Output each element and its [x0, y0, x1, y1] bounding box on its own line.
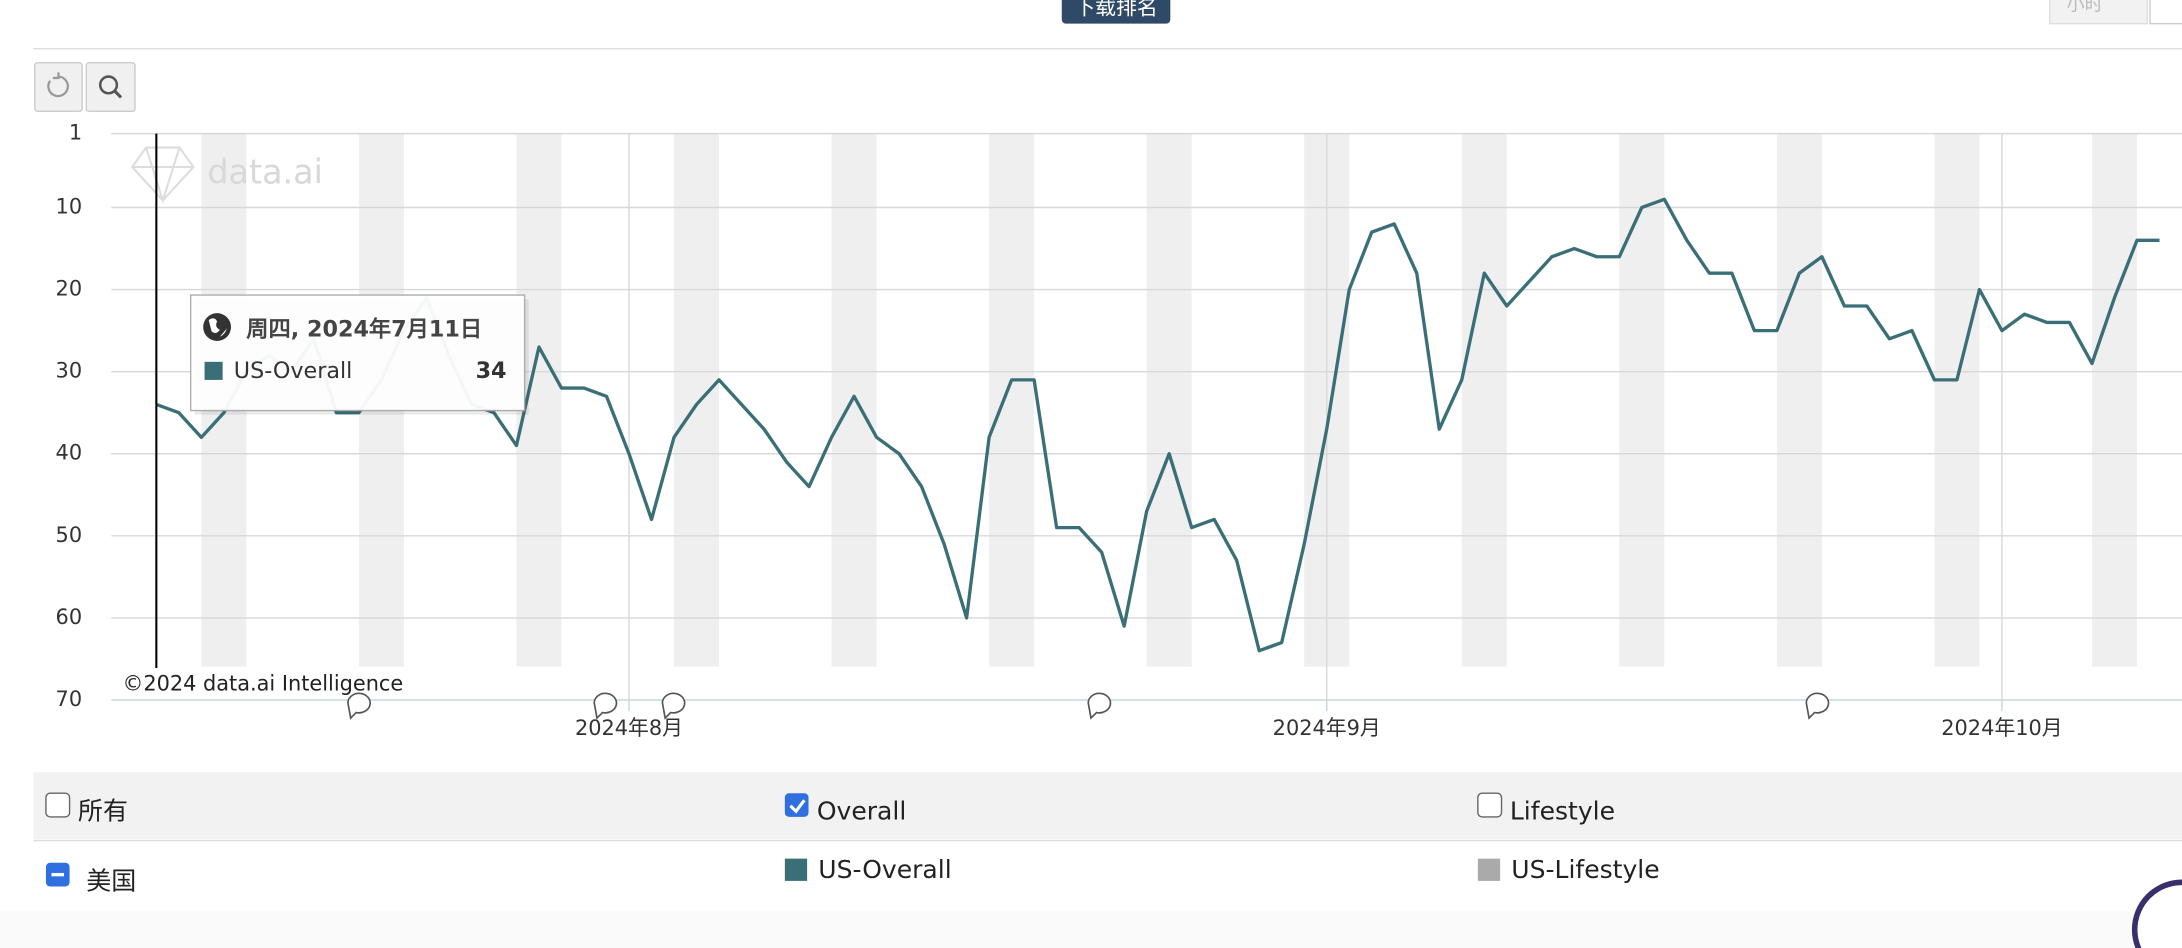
- event-marker[interactable]: [593, 692, 618, 720]
- tooltip: [189, 294, 526, 412]
- x-tick-label: 2024年10月: [1941, 716, 2062, 740]
- hour-button-label[interactable]: 小时: [2067, 0, 2103, 16]
- event-marker[interactable]: [661, 692, 686, 720]
- weekend-band: [1461, 133, 1507, 667]
- weekend-band: [1776, 133, 1822, 667]
- weekend-band: [674, 133, 720, 667]
- copyright: ©2024 data.ai Intelligence: [122, 672, 403, 696]
- weekend-band: [2091, 133, 2137, 667]
- weekend-band: [1619, 133, 1665, 667]
- panel-row: [33, 772, 2182, 840]
- series-line: [155, 197, 2160, 653]
- footer-fade: [0, 911, 2182, 948]
- checkmark: [789, 799, 806, 814]
- tooltip-value: 34: [476, 358, 507, 384]
- watermark-logo: [130, 146, 195, 204]
- hour-button[interactable]: [2049, 0, 2148, 25]
- y-tick-label: 20: [56, 277, 83, 301]
- x-tick-label: 2024年8月: [575, 716, 683, 740]
- event-marker[interactable]: [1087, 692, 1112, 720]
- download-button[interactable]: [1061, 0, 1171, 24]
- tooltip-series: US-Overall: [234, 358, 353, 384]
- reset-button[interactable]: [34, 61, 83, 113]
- y-tick-label: 60: [56, 605, 83, 629]
- filter-panel: 所有 Overall Lifestyle 美国 US-Overall US-Lifesty…: [33, 772, 2182, 895]
- zoom-icon: [98, 75, 119, 95]
- filter-label[interactable]: 所有: [78, 797, 128, 826]
- weekend-band: [831, 133, 877, 667]
- zoom-button[interactable]: [85, 61, 136, 113]
- globe-icon: [203, 313, 232, 341]
- download-button-label[interactable]: 下载排名: [1074, 0, 1157, 19]
- event-marker[interactable]: [1805, 692, 1830, 720]
- y-tick-label: 70: [56, 687, 83, 711]
- y-tick-label: 30: [56, 359, 83, 383]
- y-tick-label: 50: [56, 523, 83, 547]
- weekend-band: [1934, 133, 1980, 667]
- weekend-band: [989, 133, 1035, 667]
- event-marker[interactable]: [347, 692, 371, 720]
- watermark: data.ai: [207, 152, 323, 191]
- weekend-band: [1146, 133, 1192, 667]
- checkbox[interactable]: [1477, 792, 1503, 818]
- legend-label[interactable]: US-Lifestyle: [1511, 855, 1659, 884]
- region-label[interactable]: 美国: [86, 866, 136, 895]
- tooltip-title: 周四, 2024年7月11日: [246, 315, 482, 342]
- reset-icon: [47, 72, 69, 98]
- assistant-button[interactable]: [2131, 879, 2182, 948]
- y-tick-label: 40: [56, 441, 83, 465]
- y-tick-label: 1: [69, 121, 82, 145]
- legend-label[interactable]: US-Overall: [818, 855, 951, 884]
- checkbox[interactable]: [45, 792, 71, 818]
- checkbox[interactable]: [784, 793, 809, 817]
- globe-icon: [208, 318, 227, 337]
- x-tick-label: 2024年9月: [1273, 716, 1381, 740]
- legend-swatch[interactable]: [1477, 858, 1501, 881]
- tooltip-swatch: [204, 361, 223, 380]
- y-tick-label: 10: [56, 194, 83, 218]
- close-button[interactable]: [2149, 0, 2182, 25]
- legend-swatch[interactable]: [784, 858, 808, 881]
- filter-label[interactable]: Overall: [817, 797, 906, 826]
- plot: data.ai 1 10 20 30 40 50 60 70 2024年8月 2024年9月 2024…: [56, 121, 2182, 740]
- zoom-icon: [113, 89, 123, 99]
- filter-label[interactable]: Lifestyle: [1510, 797, 1615, 826]
